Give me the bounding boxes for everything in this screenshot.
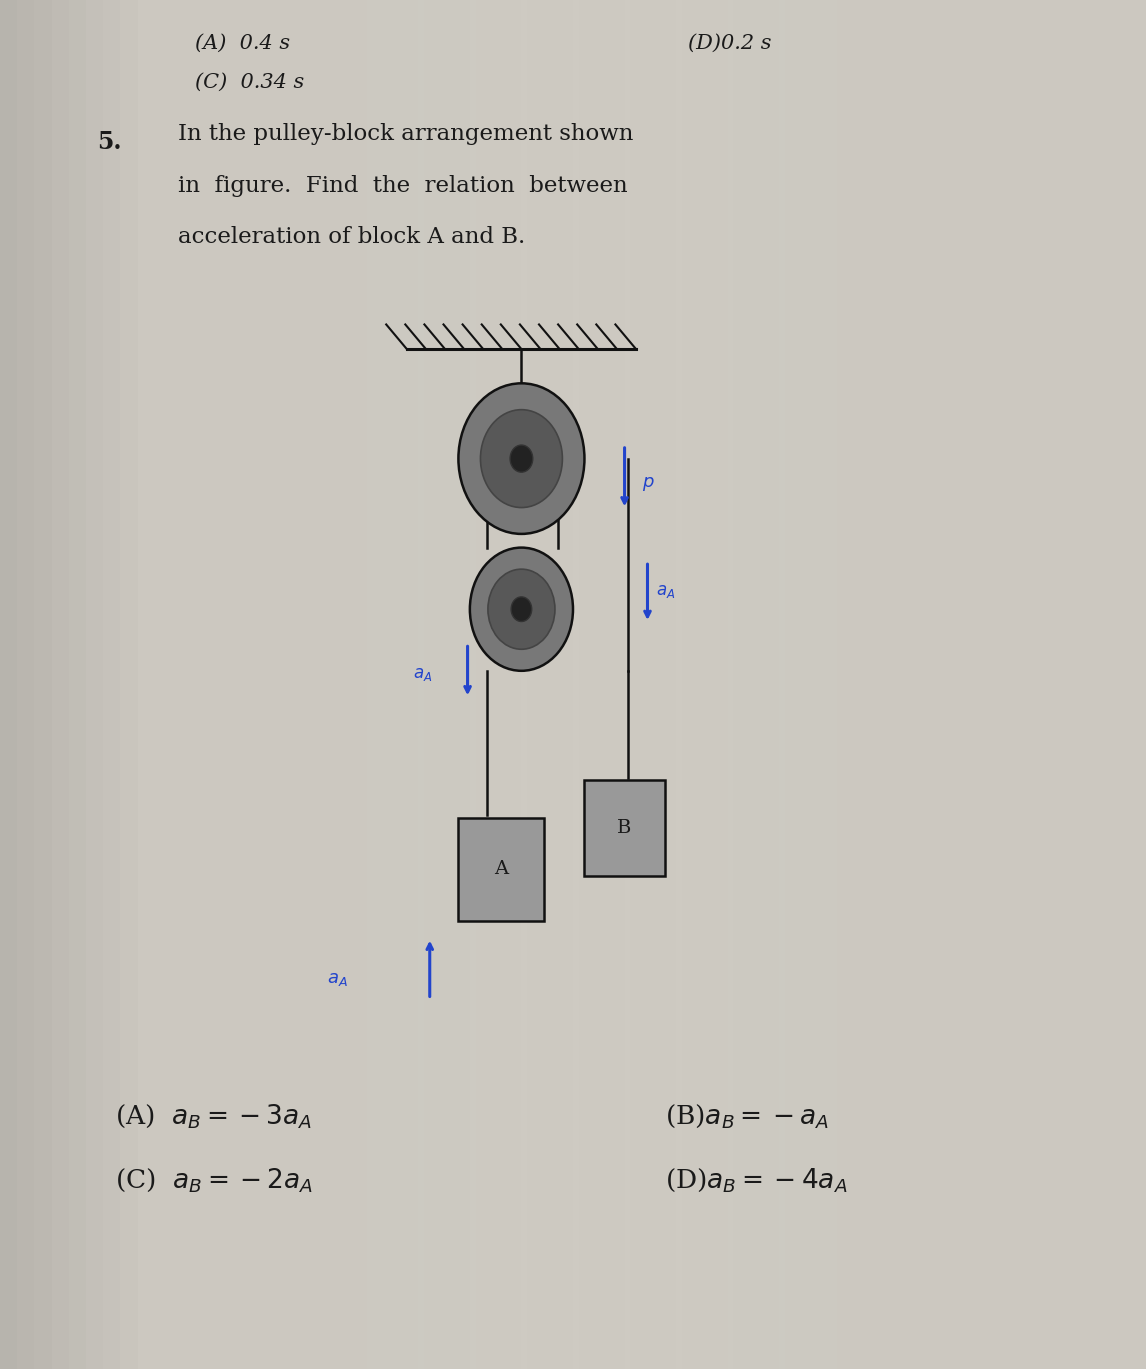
Text: 5.: 5. — [97, 130, 121, 155]
Text: B: B — [618, 819, 631, 838]
Bar — [109, 0, 166, 1369]
Bar — [212, 0, 269, 1369]
Text: A: A — [494, 860, 508, 879]
Circle shape — [470, 548, 573, 671]
Bar — [573, 0, 630, 1369]
Text: (B)$a_B = -a_A$: (B)$a_B = -a_A$ — [665, 1102, 829, 1129]
Text: $a_A$: $a_A$ — [656, 582, 675, 601]
Text: p: p — [642, 472, 653, 491]
Circle shape — [488, 570, 555, 649]
Text: (A)  0.4 s: (A) 0.4 s — [195, 34, 290, 53]
Text: (D)0.2 s: (D)0.2 s — [688, 34, 771, 53]
Text: in  figure.  Find  the  relation  between: in figure. Find the relation between — [178, 175, 627, 197]
Bar — [728, 0, 785, 1369]
Bar — [160, 0, 218, 1369]
Bar — [264, 0, 321, 1369]
Bar — [676, 0, 733, 1369]
Bar — [69, 0, 86, 1369]
Bar — [86, 0, 103, 1369]
Circle shape — [458, 383, 584, 534]
Bar — [0, 0, 17, 1369]
Text: acceleration of block A and B.: acceleration of block A and B. — [178, 226, 525, 248]
Bar — [457, 817, 543, 920]
Bar — [882, 0, 940, 1369]
Text: (C)  0.34 s: (C) 0.34 s — [195, 73, 304, 92]
Bar — [17, 0, 34, 1369]
Text: (D)$a_B = -4a_A$: (D)$a_B = -4a_A$ — [665, 1166, 847, 1194]
Text: $a_A$: $a_A$ — [413, 664, 432, 683]
Text: (A)  $a_B = -3a_A$: (A) $a_B = -3a_A$ — [115, 1102, 312, 1129]
Bar — [315, 0, 372, 1369]
Circle shape — [510, 445, 533, 472]
Bar — [521, 0, 579, 1369]
Bar — [418, 0, 476, 1369]
Bar — [103, 0, 120, 1369]
Bar — [470, 0, 527, 1369]
Bar — [57, 0, 115, 1369]
Circle shape — [480, 409, 563, 508]
Text: In the pulley-block arrangement shown: In the pulley-block arrangement shown — [178, 123, 633, 145]
Bar — [625, 0, 682, 1369]
Bar — [986, 0, 1043, 1369]
Bar — [120, 0, 138, 1369]
Bar — [34, 0, 52, 1369]
Bar — [831, 0, 888, 1369]
Text: $a_A$: $a_A$ — [327, 969, 347, 988]
Circle shape — [511, 597, 532, 622]
Bar — [52, 0, 69, 1369]
Bar — [1037, 0, 1094, 1369]
Bar — [584, 780, 665, 876]
Bar — [367, 0, 424, 1369]
Bar — [934, 0, 991, 1369]
Text: (C)  $a_B = -2a_A$: (C) $a_B = -2a_A$ — [115, 1166, 313, 1194]
Bar — [779, 0, 837, 1369]
